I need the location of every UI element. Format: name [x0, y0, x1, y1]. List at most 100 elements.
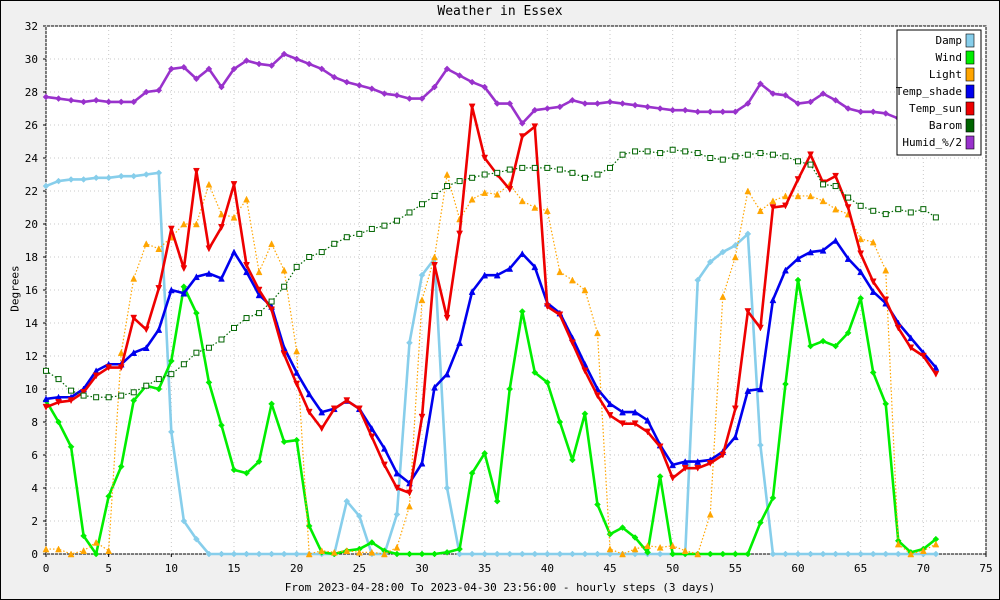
data-point-barom	[444, 183, 451, 190]
y-tick-label: 8	[31, 416, 38, 429]
data-point-temp-sun	[268, 306, 276, 314]
data-point-temp-shade	[531, 263, 539, 271]
data-point-temp-shade	[468, 288, 476, 295]
data-point-temp-sun	[731, 405, 739, 413]
legend-swatch-damp	[965, 33, 975, 48]
data-point-humid-2	[142, 88, 150, 96]
data-point-light	[192, 220, 200, 228]
data-point-wind	[531, 369, 539, 376]
data-point-barom	[832, 183, 839, 190]
y-tick-label: 24	[25, 152, 39, 165]
legend-label-light: Light	[929, 68, 962, 81]
data-point-light	[531, 203, 539, 211]
data-point-humid-2	[493, 100, 501, 107]
data-point-barom	[368, 225, 375, 232]
x-tick-label: 20	[290, 562, 303, 575]
data-point-light	[731, 253, 739, 261]
data-point-temp-sun	[67, 397, 75, 405]
y-tick-label: 20	[25, 218, 38, 231]
data-point-damp	[894, 550, 902, 558]
data-point-wind	[180, 283, 188, 291]
data-point-temp-sun	[844, 204, 852, 212]
data-point-light	[756, 207, 764, 215]
data-point-barom	[356, 230, 363, 237]
data-point-temp-sun	[656, 443, 664, 451]
data-point-temp-sun	[243, 262, 250, 269]
data-point-barom	[268, 298, 275, 305]
data-point-barom	[619, 151, 626, 158]
data-point-wind	[794, 276, 802, 284]
data-point-light	[681, 547, 689, 554]
data-point-barom	[318, 249, 325, 256]
data-point-light	[882, 266, 890, 274]
data-point-temp-shade	[644, 416, 652, 424]
data-point-temp-shade	[756, 385, 764, 393]
data-point-humid-2	[280, 50, 288, 58]
data-point-humid-2	[631, 101, 639, 109]
data-point-damp	[844, 550, 852, 558]
data-point-temp-shade	[180, 289, 188, 297]
data-point-temp-shade	[731, 433, 739, 441]
data-point-light	[568, 276, 576, 284]
data-point-temp-sun	[481, 154, 489, 162]
data-point-damp	[180, 517, 188, 525]
data-point-temp-shade	[619, 408, 626, 416]
data-point-humid-2	[117, 98, 125, 106]
data-point-light	[619, 550, 626, 558]
data-point-light	[55, 545, 62, 553]
data-point-light	[543, 207, 551, 215]
data-point-barom	[105, 394, 112, 401]
data-point-temp-sun	[431, 262, 438, 269]
data-point-humid-2	[644, 103, 651, 111]
data-point-light	[706, 510, 714, 518]
data-point-temp-sun	[380, 461, 388, 469]
data-point-temp-sun	[55, 398, 62, 406]
data-point-humid-2	[330, 73, 338, 81]
data-point-temp-shade	[255, 291, 263, 299]
data-point-temp-shade	[481, 271, 489, 279]
data-point-wind	[731, 550, 739, 558]
data-point-humid-2	[869, 108, 877, 116]
data-point-temp-sun	[255, 286, 263, 294]
data-point-light	[218, 210, 225, 218]
data-point-wind	[218, 421, 225, 429]
data-point-damp	[393, 511, 401, 518]
data-point-wind	[393, 550, 401, 558]
data-point-barom	[155, 376, 162, 383]
data-point-humid-2	[368, 85, 376, 93]
data-point-barom	[281, 283, 288, 290]
data-point-humid-2	[681, 106, 689, 114]
data-point-humid-2	[343, 78, 351, 86]
data-point-light	[393, 543, 401, 551]
data-point-light	[782, 192, 789, 200]
data-point-humid-2	[268, 62, 275, 69]
legend-label-damp: Damp	[936, 34, 963, 47]
x-tick-label: 55	[729, 562, 742, 575]
data-point-barom	[231, 324, 237, 331]
data-point-damp	[794, 550, 802, 558]
data-point-damp	[205, 550, 213, 558]
data-point-wind	[844, 329, 852, 337]
data-point-wind	[481, 449, 489, 457]
y-tick-label: 18	[25, 251, 38, 264]
data-point-wind	[594, 501, 601, 508]
data-point-temp-shade	[218, 274, 225, 282]
data-point-temp-shade	[318, 408, 326, 416]
data-point-wind	[80, 532, 87, 540]
data-point-barom	[907, 209, 914, 216]
data-point-temp-sun	[368, 433, 376, 441]
data-point-barom	[419, 201, 425, 208]
data-point-temp-sun	[919, 352, 927, 360]
data-point-humid-2	[42, 93, 50, 101]
data-point-wind	[581, 410, 589, 418]
data-point-light	[92, 538, 100, 546]
data-point-temp-sun	[506, 186, 514, 193]
data-point-damp	[882, 550, 890, 558]
data-point-temp-sun	[406, 489, 413, 497]
data-point-temp-shade	[694, 458, 702, 465]
data-point-temp-shade	[230, 248, 238, 256]
x-tick-label: 60	[791, 562, 804, 575]
data-point-temp-sun	[794, 176, 802, 184]
data-point-wind	[255, 458, 263, 465]
legend-label-humid-2: Humid_%/2	[902, 136, 962, 149]
